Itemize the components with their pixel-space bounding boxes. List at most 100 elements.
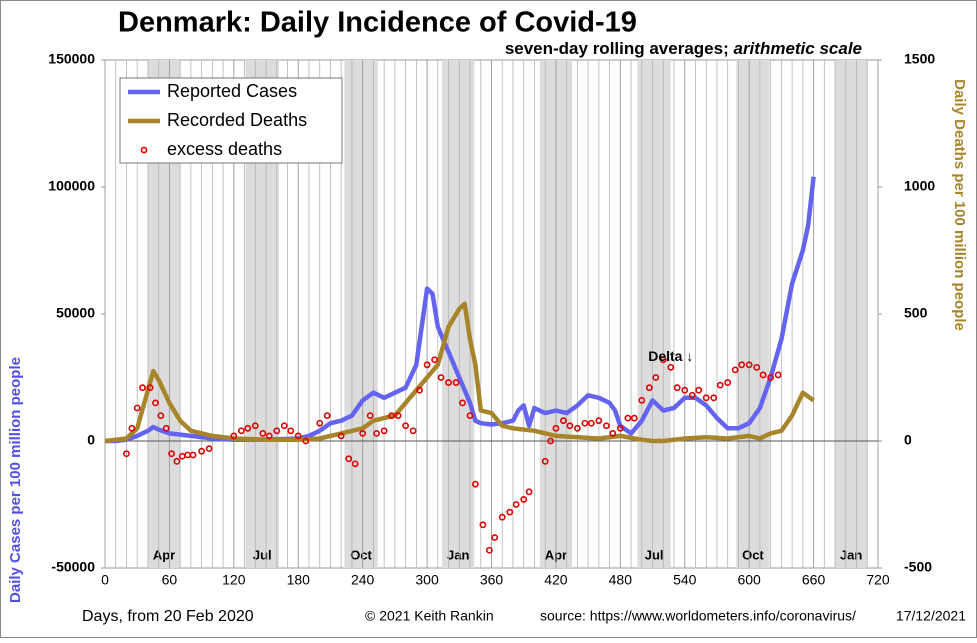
subtitle-text: seven-day rolling averages; [505,39,729,58]
excess-death-point [724,379,732,386]
excess-death-point [351,460,359,468]
excess-death-point [302,437,310,445]
excess-death-point [437,374,445,381]
excess-death-point [173,457,181,465]
y2-tick-label: -500 [904,559,932,575]
excess-death-point [337,432,345,440]
month-band [835,60,868,568]
excess-death-point [759,371,767,379]
excess-death-point [630,414,638,422]
excess-death-point [394,412,402,419]
excess-death-point [525,488,533,496]
legend-label: excess deaths [167,139,282,159]
y2-tick-label: 0 [904,432,912,448]
excess-death-point [345,455,353,463]
x-tick-label: 660 [802,572,826,588]
excess-death-point [552,424,560,432]
excess-death-point [416,386,423,394]
series-line [104,301,815,444]
excess-death-point [609,429,617,437]
excess-death-point [359,429,367,437]
excess-death-point [287,427,295,435]
y2-tick-label: 1000 [904,178,935,194]
excess-death-point [323,412,331,419]
legend-label: Recorded Deaths [167,110,307,130]
excess-death-point [506,508,514,516]
y-tick-label: -50000 [51,559,95,575]
excess-death-point [774,371,782,379]
excess-death-point [273,427,281,435]
y2-tick-label: 1500 [904,51,935,67]
excess-death-point [595,417,603,425]
month-label: Apr [153,547,175,562]
x-tick-label: 420 [544,572,568,588]
excess-death-point [409,427,417,435]
excess-death-point [157,412,165,419]
x-tick-label: 0 [101,572,109,588]
x-tick-label: 300 [415,572,439,588]
date: 17/12/2021 [896,608,966,624]
excess-death-point [259,429,267,437]
y-tick-label: 50000 [56,305,95,321]
excess-death-point [738,361,746,369]
excess-death-point [162,424,170,432]
excess-death-point [498,513,506,521]
x-tick-label: 600 [737,572,761,588]
excess-death-point [702,394,710,402]
excess-death-point [366,412,374,419]
x-tick-label: 240 [351,572,375,588]
excess-death-point [485,546,493,554]
excess-death-point [459,399,466,407]
excess-death-point [581,419,589,427]
excess-death-point [265,432,273,440]
excess-death-point [573,424,581,432]
excess-death-point [452,379,460,386]
month-band [344,60,378,568]
excess-death-point [205,445,213,453]
excess-death-point [710,394,718,402]
excess-death-point [316,419,324,427]
excess-death-point [123,450,130,458]
x-tick-label: 120 [222,572,246,588]
y2-tick-label: 500 [904,305,928,321]
month-label: Jul [253,547,272,562]
y-tick-label: 150000 [48,51,95,67]
y-tick-label: 0 [87,432,95,448]
excess-death-point [198,447,206,455]
excess-death-point [244,424,252,432]
excess-death-point [560,417,567,425]
excess-death-point [652,374,660,381]
excess-death-point [638,396,646,404]
month-label: Oct [350,547,372,562]
x-tick-label: 540 [673,572,697,588]
legend-label: Reported Cases [167,81,297,101]
source: source: https://www.worldometers.info/co… [540,608,856,624]
excess-death-point [667,363,675,371]
excess-death-point [616,424,624,432]
excess-death-point [541,457,549,465]
y-tick-label: 100000 [48,178,95,194]
excess-death-point [731,366,739,374]
excess-death-point [168,450,175,458]
month-label: Jan [840,547,862,562]
excess-death-point [520,496,528,503]
excess-death-point [388,412,396,419]
excess-death-point [251,422,259,430]
excess-death-point [146,384,154,392]
month-band [637,60,671,568]
excess-death-point [566,422,574,430]
excess-death-point [753,363,761,371]
excess-death-point [547,437,554,445]
excess-death-point [745,361,753,369]
excess-death-point [681,386,689,394]
excess-death-point [645,384,653,392]
x-tick-label: 180 [287,572,311,588]
excess-death-point [512,501,520,508]
copyright: © 2021 Keith Rankin [365,608,494,624]
month-band [736,60,770,568]
x-tick-label: 360 [480,572,504,588]
excess-death-point [445,379,452,386]
excess-death-point [152,399,159,407]
x-tick-label: 60 [162,572,178,588]
